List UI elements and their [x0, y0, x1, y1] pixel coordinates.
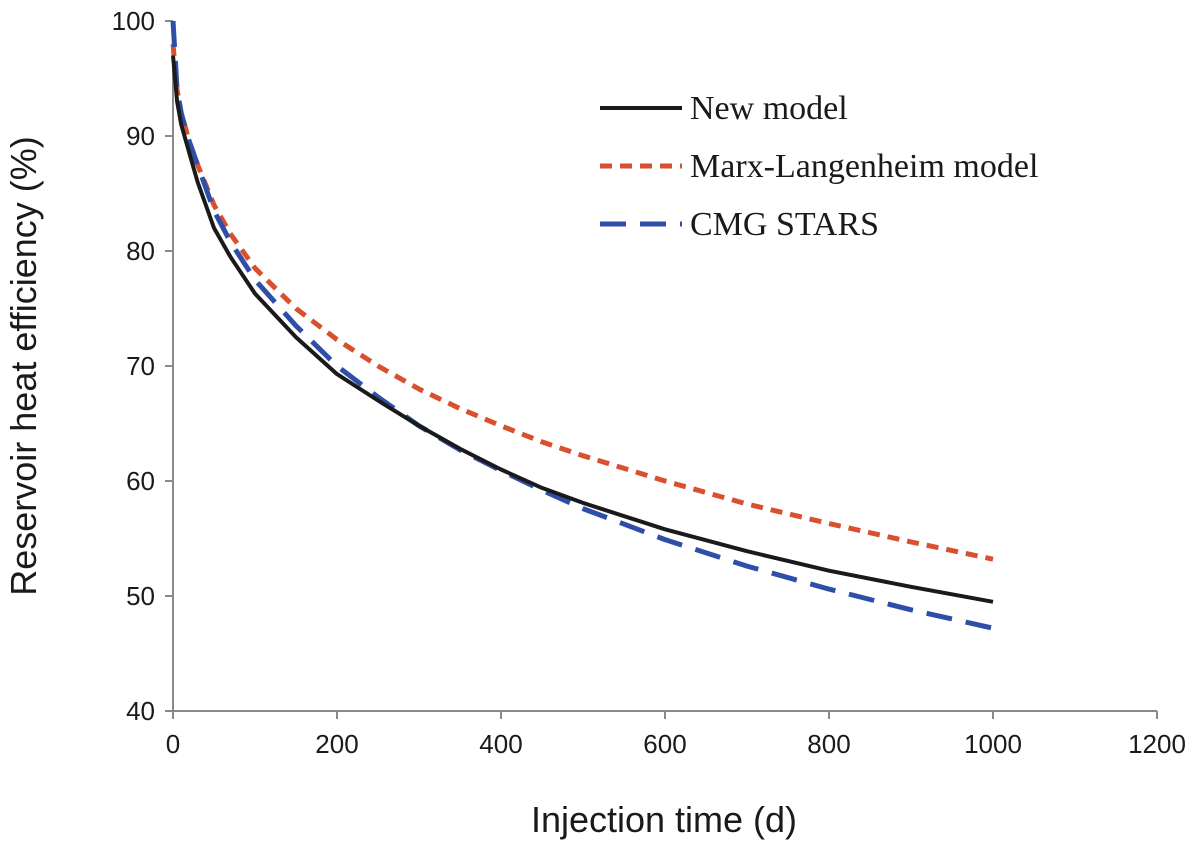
legend-label: Marx-Langenheim model [690, 148, 1038, 185]
x-tick-label: 200 [315, 729, 358, 759]
x-tick-label: 1200 [1128, 729, 1186, 759]
y-axis-title: Reservoir heat efficiency (%) [3, 136, 44, 596]
y-tick-label: 90 [126, 121, 155, 151]
x-tick-label: 400 [479, 729, 522, 759]
y-tick-label: 40 [126, 696, 155, 726]
series-line-cmg-stars [170, 20, 994, 631]
x-axis-title: Injection time (d) [531, 799, 797, 840]
y-tick-label: 100 [112, 6, 155, 36]
y-tick-label: 70 [126, 351, 155, 381]
x-tick-label: 1000 [964, 729, 1022, 759]
legend-label: New model [690, 90, 848, 127]
x-tick-label: 600 [643, 729, 686, 759]
axes [172, 21, 1157, 712]
series-lines [170, 20, 994, 631]
legend-label: CMG STARS [690, 206, 879, 243]
y-tick-label: 50 [126, 581, 155, 611]
series-line-new-model [171, 55, 994, 604]
x-tick-label: 0 [166, 729, 180, 759]
series-line-marx-langenheim-model [170, 43, 994, 562]
legend: New model Marx-Langenheim model CMG STARS [600, 90, 1038, 243]
x-tick-label: 800 [807, 729, 850, 759]
y-tick-label: 60 [126, 466, 155, 496]
y-tick-label: 80 [126, 236, 155, 266]
